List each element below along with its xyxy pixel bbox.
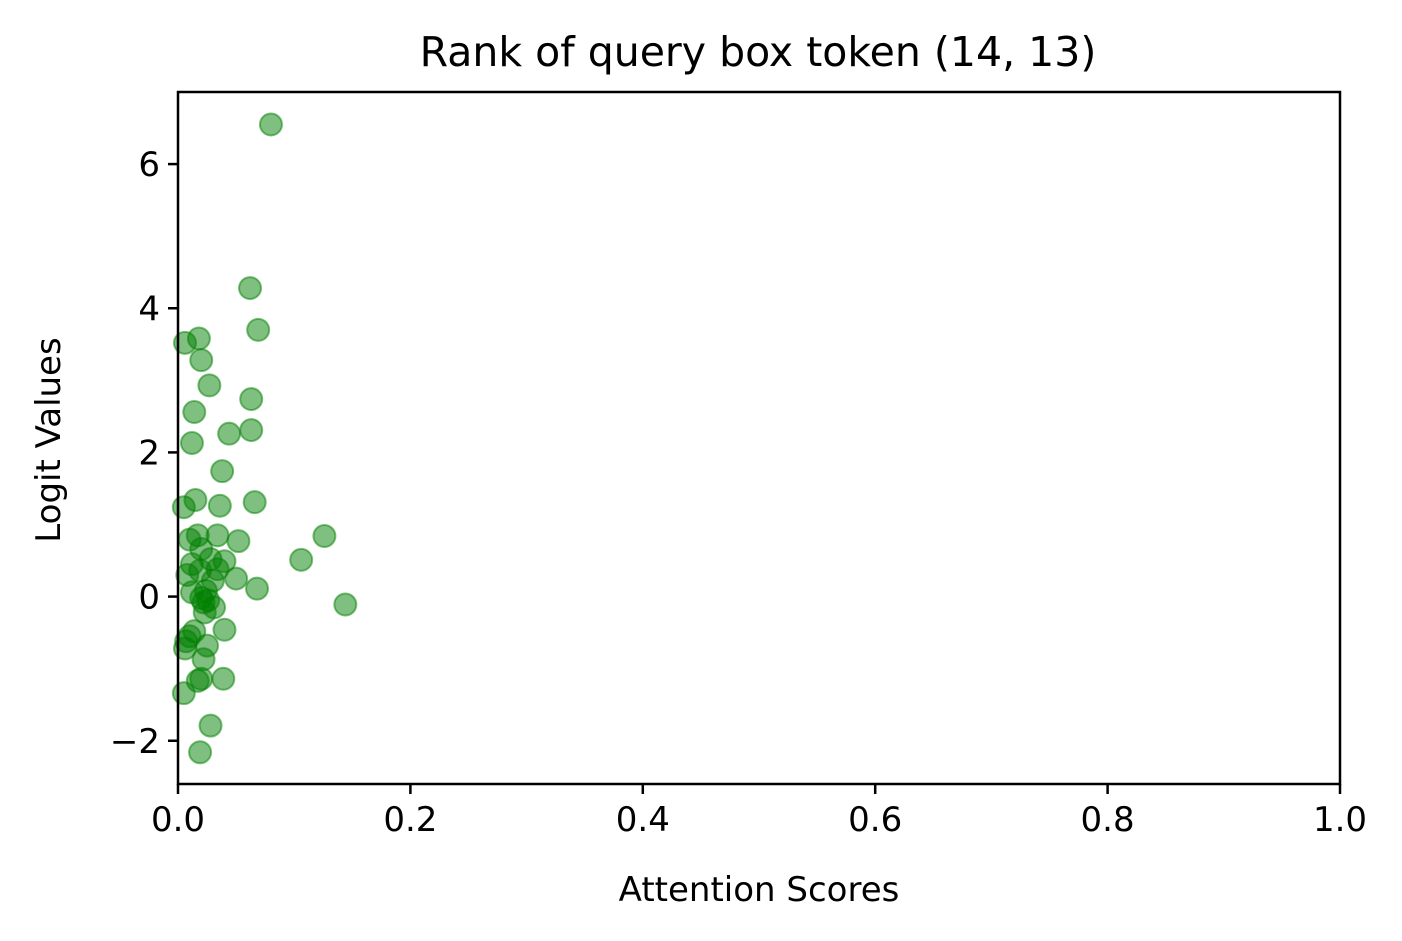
x-tick-label: 0.4 — [616, 800, 670, 840]
y-tick-label: 2 — [138, 433, 160, 473]
data-point — [182, 400, 207, 425]
data-point — [258, 112, 283, 137]
data-point — [333, 592, 358, 617]
x-tick-label: 0.8 — [1081, 800, 1135, 840]
data-point — [198, 713, 223, 738]
data-point — [289, 547, 314, 572]
data-point — [172, 636, 197, 661]
data-point — [192, 600, 217, 625]
data-point — [239, 387, 264, 412]
data-point — [312, 524, 337, 549]
data-point — [171, 495, 196, 520]
x-tick-label: 1.0 — [1313, 800, 1367, 840]
data-point — [245, 576, 270, 601]
x-axis-ticks: 0.0 0.2 0.4 0.6 0.8 1.0 — [151, 784, 1367, 840]
data-point — [226, 529, 251, 554]
y-axis-ticks: −2 0 2 4 6 — [110, 145, 178, 762]
chart-title: Rank of query box token (14, 13) — [420, 28, 1097, 76]
data-point — [197, 373, 222, 398]
data-point — [242, 490, 267, 515]
data-point — [211, 666, 236, 691]
data-point — [212, 617, 237, 642]
data-points — [171, 112, 358, 765]
y-tick-label: 0 — [138, 578, 160, 618]
x-tick-label: 0.0 — [151, 800, 205, 840]
data-point — [207, 493, 232, 518]
data-point — [210, 459, 235, 484]
data-point — [238, 276, 263, 301]
y-tick-label: 4 — [138, 289, 160, 329]
data-point — [189, 348, 214, 373]
x-tick-label: 0.2 — [383, 800, 437, 840]
data-point — [171, 681, 196, 706]
x-tick-label: 0.6 — [848, 800, 902, 840]
data-point — [188, 740, 213, 765]
y-axis-label: Logit Values — [29, 337, 69, 542]
data-point — [246, 317, 271, 342]
data-point — [224, 566, 249, 591]
plot-frame — [176, 90, 1342, 786]
y-tick-label: −2 — [110, 722, 160, 762]
y-tick-label: 6 — [138, 145, 160, 185]
data-point — [239, 418, 264, 443]
data-point — [217, 421, 242, 446]
x-axis-label: Attention Scores — [619, 870, 900, 910]
data-point — [172, 330, 197, 355]
data-point — [179, 431, 204, 456]
